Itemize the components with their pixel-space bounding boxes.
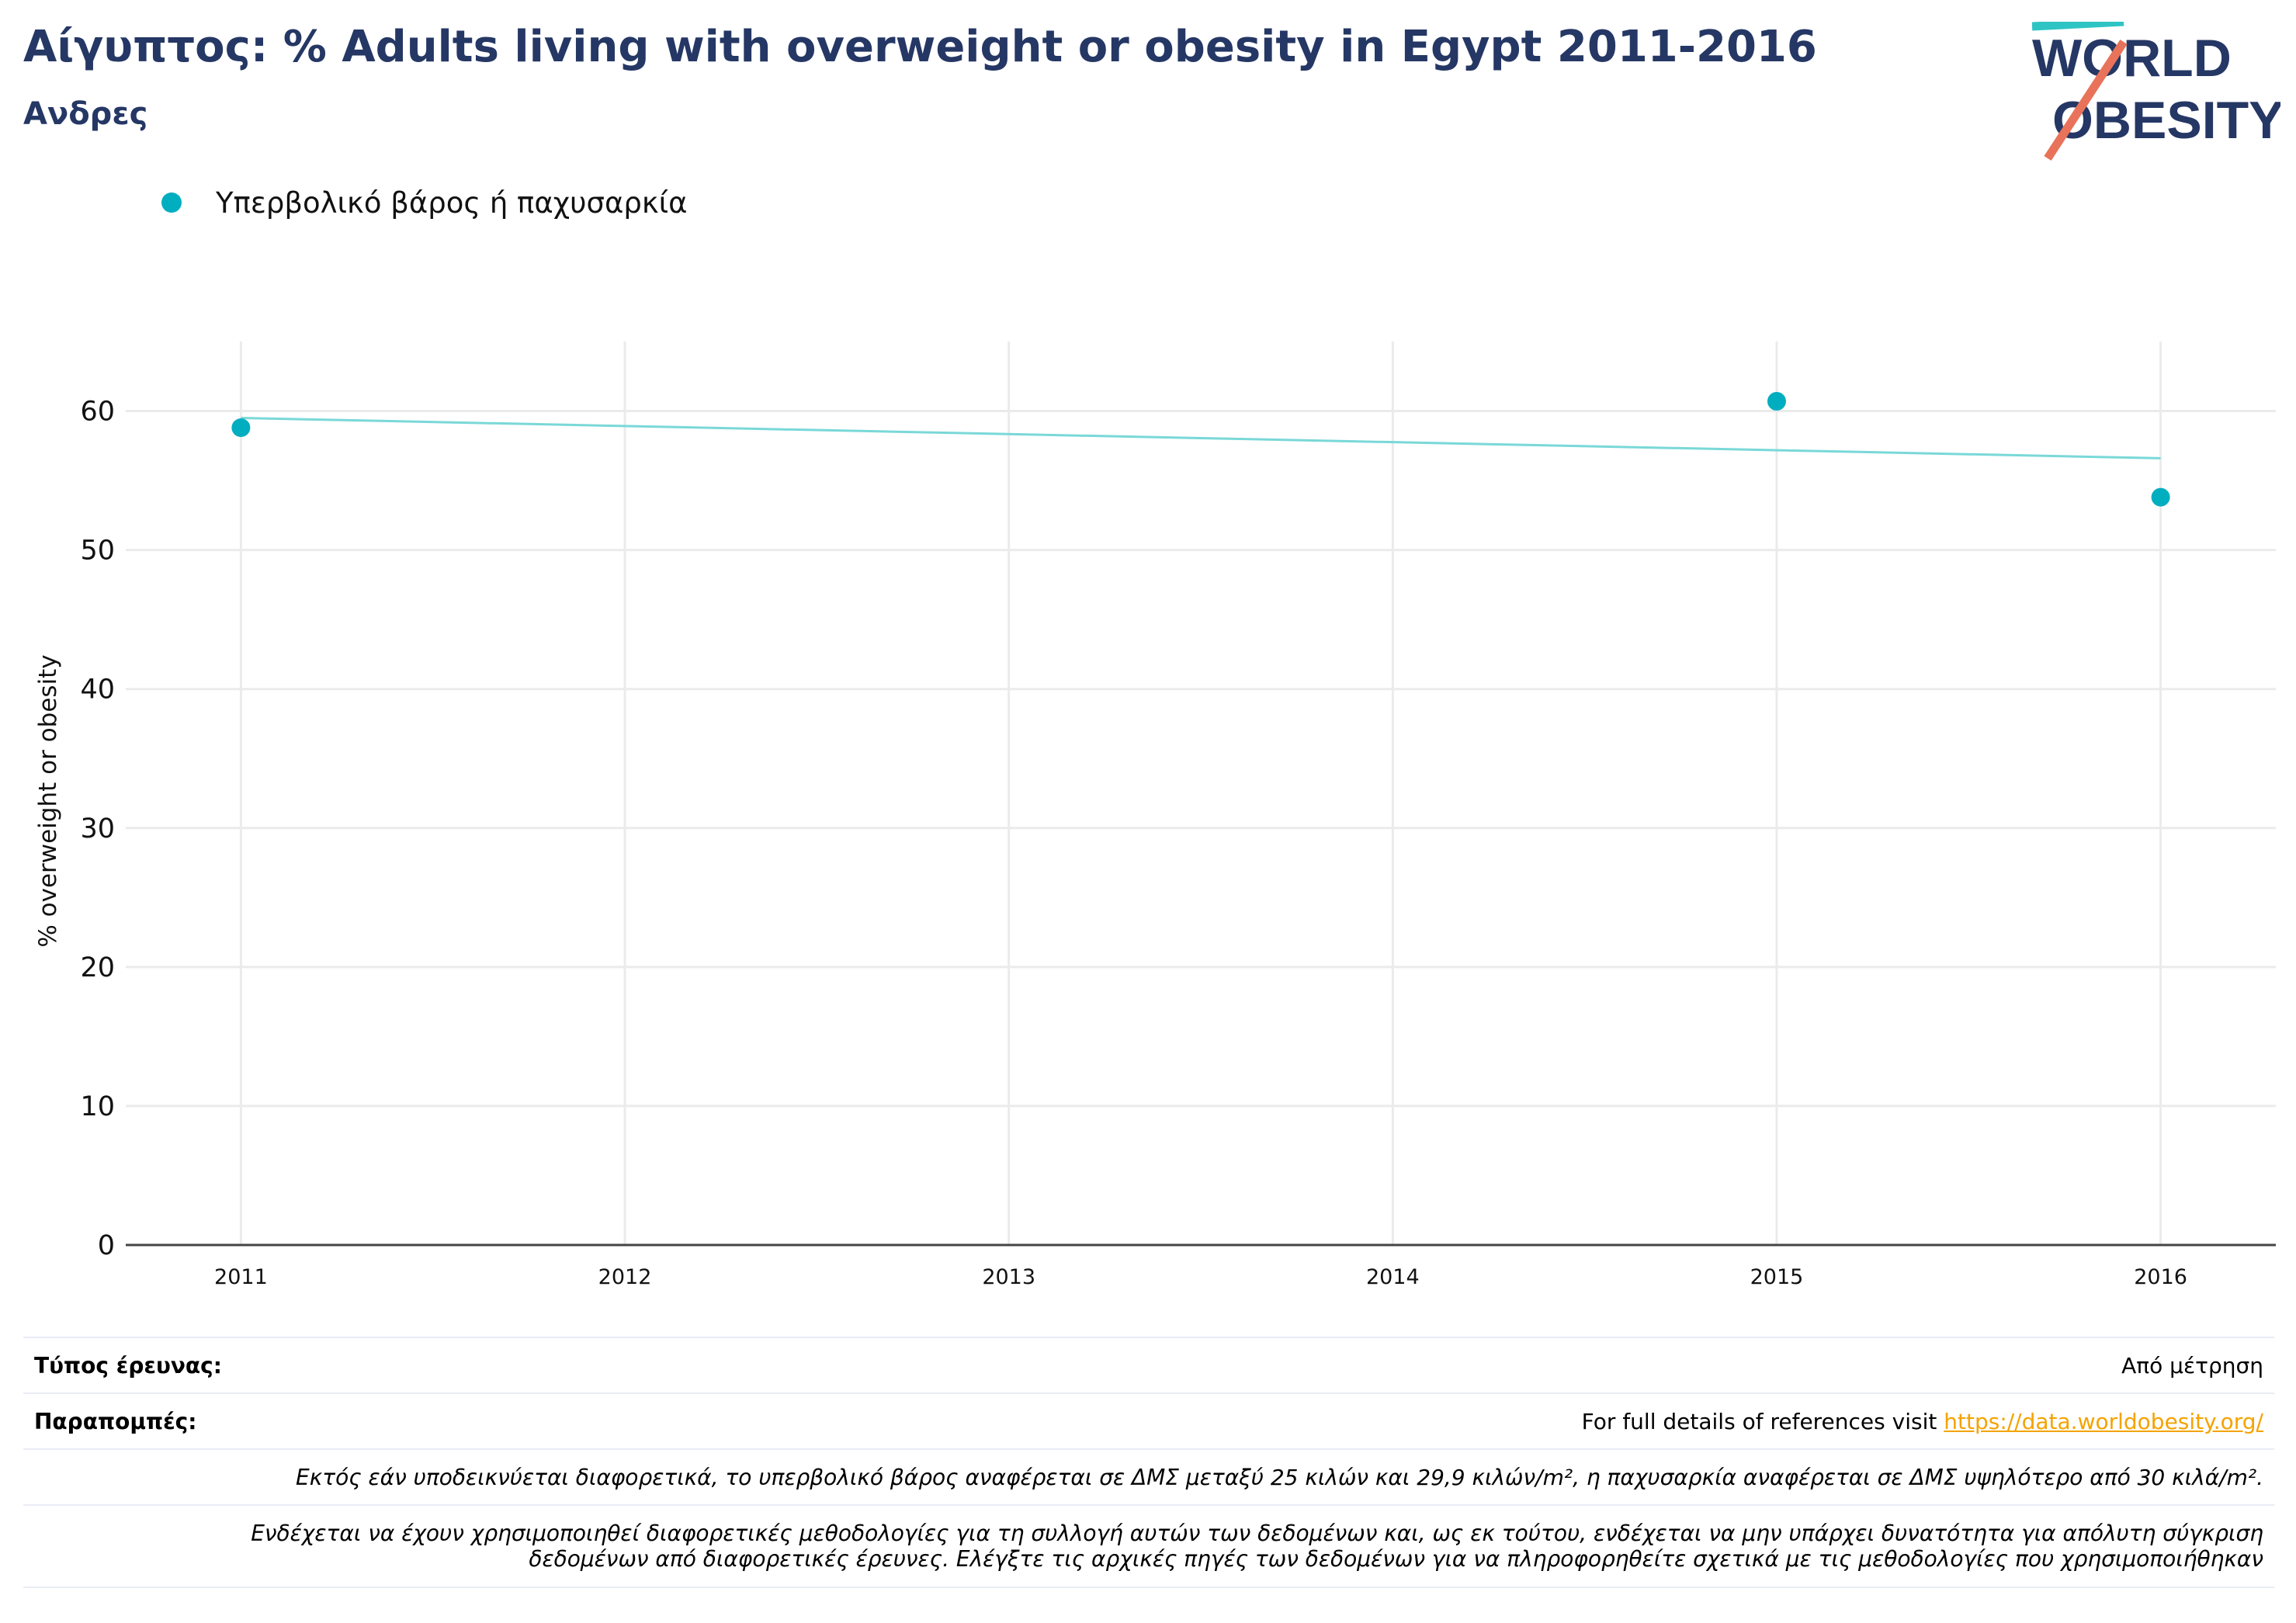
definition-note: Εκτός εάν υποδεικνύεται διαφορετικά, το … <box>296 1464 2263 1490</box>
references-prefix: For full details of references visit <box>1581 1408 1944 1434</box>
y-tick-label: 50 <box>80 536 115 567</box>
x-tick-label: 2013 <box>982 1265 1035 1289</box>
references-link[interactable]: https://data.worldobesity.org/ <box>1944 1408 2263 1434</box>
tick-labels: 0 10 20 30 40 50 60 2011 2012 2013 2014 2015 2016 <box>80 397 2187 1289</box>
world-obesity-logo: WORLD OBESITY <box>2032 22 2280 161</box>
x-tick-label: 2012 <box>598 1265 652 1289</box>
references-row: Παραπομπές: For full details of referenc… <box>23 1392 2274 1448</box>
chart-footer: Τύπος έρευνας: Από μέτρηση Παραπομπές: F… <box>23 1337 2274 1588</box>
survey-type-value: Από μέτρηση <box>2121 1352 2263 1379</box>
definition-note-row: Εκτός εάν υποδεικνύεται διαφορετικά, το … <box>23 1448 2274 1504</box>
y-tick-label: 0 <box>98 1230 115 1261</box>
y-tick-label: 10 <box>80 1091 115 1122</box>
y-tick-label: 60 <box>80 397 115 428</box>
chart-legend: Υπερβολικό βάρος ή παχυσαρκία <box>161 183 688 222</box>
methodology-note-line2: δεδομένων από διαφορετικές έρευνες. Ελέγ… <box>529 1546 2263 1572</box>
grid-lines <box>126 342 2276 1245</box>
svg-text:WORLD: WORLD <box>2032 29 2232 88</box>
page-title: Αίγυπτος: % Adults living with overweigh… <box>23 22 1817 72</box>
survey-type-label: Τύπος έρευνας: <box>34 1352 222 1379</box>
trend-line-layer <box>241 416 2161 460</box>
y-tick-label: 20 <box>80 952 115 983</box>
survey-type-row: Τύπος έρευνας: Από μέτρηση <box>23 1337 2274 1392</box>
y-axis-label: % overweight or obesity <box>34 654 62 948</box>
chart-plot: 0 10 20 30 40 50 60 2011 2012 2013 2014 2015 2016 <box>80 342 2276 1289</box>
references-label: Παραπομπές: <box>34 1408 197 1434</box>
data-point <box>231 418 251 438</box>
legend-label: Υπερβολικό βάρος ή παχυσαρκία <box>216 186 688 220</box>
x-tick-label: 2011 <box>214 1265 268 1289</box>
data-points <box>231 392 2170 507</box>
methodology-note-line1: Ενδέχεται να έχουν χρησιμοποιηθεί διαφορ… <box>251 1521 2263 1546</box>
y-tick-label: 30 <box>80 813 115 844</box>
x-tick-label: 2014 <box>1366 1265 1420 1289</box>
data-point <box>1767 392 1786 411</box>
x-tick-label: 2015 <box>1750 1265 1804 1289</box>
data-point <box>2151 487 2170 507</box>
legend-marker <box>161 192 182 213</box>
trend-line <box>241 416 2161 460</box>
y-tick-label: 40 <box>80 675 115 706</box>
x-tick-label: 2016 <box>2134 1265 2187 1289</box>
methodology-note-row: Ενδέχεται να έχουν χρησιμοποιηθεί διαφορ… <box>23 1504 2274 1588</box>
references-text: For full details of references visit htt… <box>1582 1409 2263 1434</box>
page-subtitle: Ανδρες <box>23 96 148 132</box>
methodology-note: Ενδέχεται να έχουν χρησιμοποιηθεί διαφορ… <box>34 1521 2263 1572</box>
